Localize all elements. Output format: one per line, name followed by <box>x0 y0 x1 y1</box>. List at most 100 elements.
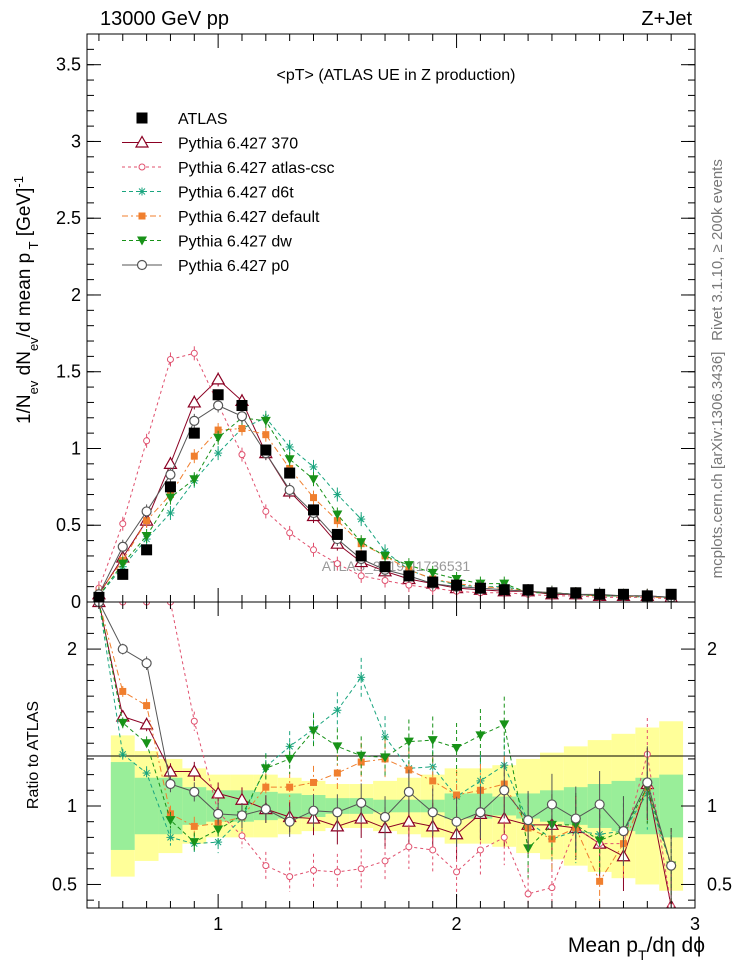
main-panel: ATLAS_2019_I1736531 00.511.522.533.5 <pT… <box>11 33 696 612</box>
ratio-point <box>190 717 198 725</box>
ratio-point <box>524 890 532 898</box>
ratio-point <box>427 807 438 818</box>
ratio-point <box>357 758 365 766</box>
main-ytick-label: 3 <box>71 131 81 151</box>
main-ytick-label: 2 <box>71 285 81 305</box>
data-point <box>141 544 153 556</box>
ratio-point <box>213 808 224 819</box>
data-point <box>522 584 534 596</box>
data-point <box>665 588 677 600</box>
legend-marker <box>138 212 146 220</box>
series-point <box>119 520 127 528</box>
ratio-point <box>429 777 437 785</box>
series-point <box>166 355 174 363</box>
ratio-point <box>594 799 605 810</box>
data-point <box>546 587 558 599</box>
ratio-point <box>214 838 223 847</box>
series-point <box>213 400 224 411</box>
series-point <box>405 581 413 589</box>
x-tick-label: 3 <box>690 914 700 934</box>
band-inner <box>182 787 207 825</box>
series-point <box>238 451 246 459</box>
series-point <box>356 538 367 548</box>
ratio-point <box>141 739 152 749</box>
ratio-point <box>308 726 319 736</box>
series-point <box>211 372 226 385</box>
main-ytick-label: 2.5 <box>56 208 81 228</box>
ratio-point <box>333 868 341 876</box>
ratio-point <box>453 791 461 799</box>
data-point <box>427 576 439 588</box>
ratio-point <box>119 687 127 695</box>
series-point <box>166 508 175 517</box>
ratio-point <box>522 815 534 826</box>
ratio-point <box>380 753 391 763</box>
ratio-point <box>475 807 486 818</box>
series-point <box>165 493 176 503</box>
series-point <box>333 560 341 568</box>
legend-marker <box>136 259 148 271</box>
series-point <box>284 484 295 496</box>
data-point <box>355 550 367 562</box>
series-point <box>357 572 365 580</box>
series-point <box>332 510 343 520</box>
ratio-point <box>475 731 486 741</box>
ratio-point <box>476 846 484 854</box>
data-point <box>212 389 224 401</box>
legend-marker <box>138 187 146 196</box>
data-point <box>474 582 486 594</box>
ratio-point <box>166 833 175 842</box>
x-tick-label: 1 <box>213 914 223 934</box>
ratio-point <box>139 717 154 730</box>
legend-marker <box>134 135 150 148</box>
ratio-point <box>260 764 271 774</box>
ratio-point <box>548 884 556 892</box>
legend-label: Pythia 6.427 370 <box>178 136 298 153</box>
band-inner <box>659 774 684 838</box>
ratio-ytick-label: 1 <box>67 796 77 816</box>
rivet-label: Rivet 3.1.10, ≥ 200k events <box>709 159 726 341</box>
ratio-point <box>381 857 389 865</box>
header-right: Z+Jet <box>641 8 692 30</box>
series-point <box>427 568 438 578</box>
ratio-point <box>596 877 604 885</box>
main-ytick-label: 3.5 <box>56 55 81 75</box>
ratio-point <box>356 751 367 761</box>
series-point <box>403 561 414 571</box>
ratio-point <box>308 805 319 816</box>
series-point <box>143 517 151 525</box>
main-ylabel: 1/Nev dNev/d mean p T [GeV]-1 <box>11 176 41 424</box>
series-point <box>260 416 271 426</box>
x-tick-label: 2 <box>452 914 462 934</box>
series-point <box>214 449 223 458</box>
ratio-ytick-label-right: 2 <box>707 639 717 659</box>
series-point <box>310 494 318 502</box>
series-point <box>286 529 294 537</box>
ratio-ylabel: Ratio to ATLAS <box>25 701 42 809</box>
ratio-point <box>379 811 391 823</box>
ratio-ytick-label-right: 0.5 <box>707 874 732 894</box>
data-point <box>260 444 272 456</box>
ratio-point <box>117 718 128 728</box>
ratio-point <box>332 807 343 818</box>
legend-label: Pythia 6.427 d6t <box>178 185 294 202</box>
legend-label: Pythia 6.427 default <box>178 209 320 226</box>
series-point <box>143 437 151 445</box>
ratio-point <box>238 832 246 840</box>
series-point <box>381 577 389 585</box>
data-point <box>236 400 248 412</box>
ratio-point <box>236 810 248 821</box>
series-point <box>236 411 248 422</box>
ratio-ytick-label-right: 1 <box>707 796 717 816</box>
ratio-panel: 0.5 0.5 1 1 2 2 1 2 3 Ratio to ATLAS Mean pT/dη … <box>25 601 732 963</box>
ratio-point <box>187 764 202 777</box>
ratio-point <box>143 702 151 710</box>
ratio-point <box>499 785 510 796</box>
series-point <box>163 456 178 469</box>
series-point <box>189 475 200 485</box>
ratio-point <box>642 777 653 788</box>
ratio-point <box>451 816 462 827</box>
ratio-point <box>260 804 271 815</box>
series-point <box>141 531 152 541</box>
